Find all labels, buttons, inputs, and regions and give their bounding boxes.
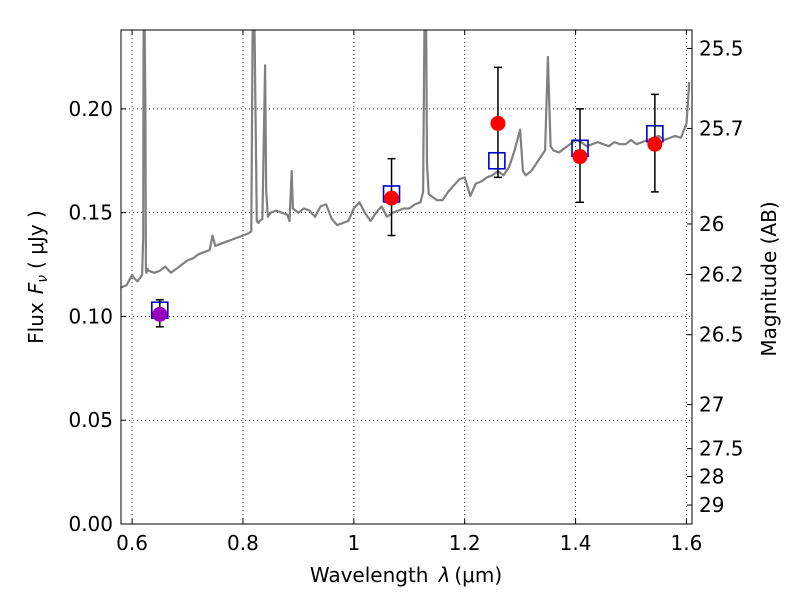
x-axis-label: Wavelength λ (μm) [310, 563, 502, 587]
observed-point [490, 115, 506, 131]
model-spectrum-line [121, 30, 691, 289]
plot-frame [120, 29, 693, 525]
y-axis-label-subscript: ν [35, 275, 51, 283]
y2-axis-label: Magnitude (AB) [757, 201, 781, 356]
observed-photometry [152, 115, 663, 322]
synthetic-point [488, 151, 506, 170]
observed-point [647, 136, 663, 152]
y-tick-label: 0.20 [68, 97, 113, 121]
x-axis-label-unit: (μm) [454, 563, 502, 587]
y2-tick-label: 25.5 [699, 36, 744, 60]
y2-tick-label: 25.7 [699, 116, 744, 140]
x-tick-label: 1.6 [671, 531, 703, 555]
x-tick-label: 0.6 [116, 531, 148, 555]
x-tick-label: 1.2 [449, 531, 481, 555]
y2-tick-label: 26.5 [699, 323, 744, 347]
model-spectrum [121, 30, 691, 289]
y-tick-label: 0.10 [68, 304, 113, 328]
grid [121, 30, 692, 525]
y2-tick-label: 29 [699, 493, 724, 517]
observed-point [572, 149, 588, 165]
y-axis-label-unit: ( μJy ) [24, 210, 48, 269]
x-tick-label: 0.8 [227, 531, 259, 555]
observed-point [152, 306, 168, 322]
y-axis-label-text: Flux [24, 302, 48, 344]
y-axis-label-symbol: F [24, 282, 48, 294]
x-axis-label-symbol: λ [438, 563, 451, 587]
y2-tick-label: 26 [699, 212, 724, 236]
x-axis-label-text: Wavelength [310, 563, 429, 587]
x-tick-label: 1 [347, 531, 360, 555]
y2-tick-label: 26.2 [699, 262, 744, 286]
observed-point [384, 190, 400, 206]
y2-tick-label: 27 [699, 393, 724, 417]
y-tick-label: 0.15 [68, 201, 113, 225]
y-axis-label: Flux Fν ( μJy ) [24, 210, 51, 344]
x-tick-label: 1.4 [560, 531, 592, 555]
y-tick-label: 0.05 [68, 408, 113, 432]
axis-ticks: 0.6 0.8 1 1.2 1.4 1.6 0.00 0.05 0.10 0.15 0.20 25.5… [68, 30, 744, 555]
y-tick-label: 0.00 [68, 512, 113, 536]
error-bars [155, 66, 659, 328]
y2-tick-label: 27.5 [699, 437, 744, 461]
y2-tick-label: 28 [699, 464, 724, 488]
